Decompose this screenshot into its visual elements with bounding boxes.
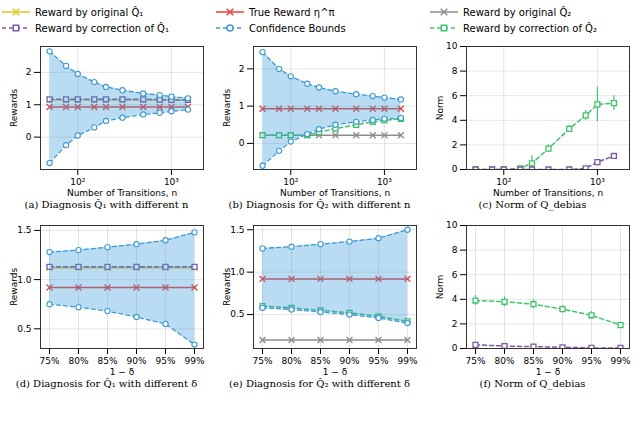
svg-text:90%: 90% xyxy=(339,356,359,366)
svg-text:0: 0 xyxy=(452,164,458,174)
svg-text:90%: 90% xyxy=(552,356,572,366)
svg-text:Norm: Norm xyxy=(435,275,445,300)
svg-text:1.0: 1.0 xyxy=(17,275,32,285)
svg-text:Number of Transitions, n: Number of Transitions, n xyxy=(67,188,177,198)
svg-text:Rewards: Rewards xyxy=(9,268,19,307)
svg-text:1.0: 1.0 xyxy=(230,267,245,277)
svg-text:10³: 10³ xyxy=(377,177,392,187)
svg-text:0.5: 0.5 xyxy=(230,309,244,319)
svg-text:1: 1 xyxy=(239,101,245,111)
svg-text:75%: 75% xyxy=(465,356,485,366)
svg-text:1: 1 xyxy=(26,100,32,110)
svg-text:6: 6 xyxy=(452,270,458,280)
html-text:(d) Diagnosis for Q̂₁ with dif: (d) Diagnosis for Q̂₁ with different δ xyxy=(15,378,198,389)
svg-text:0.5: 0.5 xyxy=(17,324,31,334)
svg-text:10²: 10² xyxy=(496,177,511,187)
svg-text:Rewards: Rewards xyxy=(222,268,232,307)
html-text:Reward by correction of Q̂₁: Reward by correction of Q̂₁ xyxy=(35,22,169,34)
svg-text:10: 10 xyxy=(446,41,458,51)
html-text:(b) Diagnosis for Q̂₂ with dif: (b) Diagnosis for Q̂₂ with different n xyxy=(228,199,411,210)
html-text:(f) Norm of Q_debias: (f) Norm of Q_debias xyxy=(479,378,586,389)
svg-text:95%: 95% xyxy=(581,356,601,366)
html-text:Confidence Bounds: Confidence Bounds xyxy=(249,22,346,34)
svg-text:85%: 85% xyxy=(310,356,330,366)
svg-text:8: 8 xyxy=(452,245,458,255)
svg-text:1 − δ: 1 − δ xyxy=(536,367,561,377)
svg-text:10: 10 xyxy=(446,220,458,230)
svg-text:4: 4 xyxy=(452,294,458,304)
svg-text:95%: 95% xyxy=(368,356,388,366)
html-text:Reward by original Q̂₁: Reward by original Q̂₁ xyxy=(35,6,144,18)
svg-text:99%: 99% xyxy=(397,356,417,366)
html-text:(e) Diagnosis for Q̂₂ with dif: (e) Diagnosis for Q̂₂ with different δ xyxy=(229,378,410,389)
svg-text:Number of Transitions, n: Number of Transitions, n xyxy=(493,188,603,198)
svg-text:75%: 75% xyxy=(252,356,272,366)
svg-text:99%: 99% xyxy=(610,356,630,366)
svg-text:1 − δ: 1 − δ xyxy=(110,367,135,377)
svg-text:2: 2 xyxy=(26,67,32,77)
svg-text:8: 8 xyxy=(452,66,458,76)
svg-text:0: 0 xyxy=(239,138,245,148)
svg-text:Number of Transitions, n: Number of Transitions, n xyxy=(280,188,390,198)
svg-text:85%: 85% xyxy=(97,356,117,366)
html-text:Reward by original Q̂₂: Reward by original Q̂₂ xyxy=(463,6,572,18)
svg-text:10²: 10² xyxy=(283,177,298,187)
svg-text:Norm: Norm xyxy=(435,96,445,121)
svg-text:Rewards: Rewards xyxy=(222,89,232,128)
svg-text:1 − δ: 1 − δ xyxy=(323,367,348,377)
html-text:(c) Norm of Q_debias: (c) Norm of Q_debias xyxy=(478,199,587,210)
svg-text:10³: 10³ xyxy=(590,177,605,187)
svg-text:95%: 95% xyxy=(155,356,175,366)
svg-text:10³: 10³ xyxy=(164,177,179,187)
html-text:Reward by correction of Q̂₂: Reward by correction of Q̂₂ xyxy=(463,22,597,34)
html-text:(a) Diagnosis Q̂₁ with differe: (a) Diagnosis Q̂₁ with different n xyxy=(24,199,189,210)
svg-text:80%: 80% xyxy=(68,356,88,366)
svg-text:10²: 10² xyxy=(70,177,85,187)
svg-text:0: 0 xyxy=(452,343,458,353)
svg-text:80%: 80% xyxy=(494,356,514,366)
svg-text:2: 2 xyxy=(239,64,245,74)
svg-text:4: 4 xyxy=(452,115,458,125)
svg-text:1.5: 1.5 xyxy=(17,225,31,235)
svg-text:Rewards: Rewards xyxy=(9,89,19,128)
svg-text:2: 2 xyxy=(452,319,458,329)
svg-text:85%: 85% xyxy=(523,356,543,366)
svg-text:2: 2 xyxy=(452,140,458,150)
svg-text:80%: 80% xyxy=(281,356,301,366)
svg-text:75%: 75% xyxy=(39,356,59,366)
html-text:True Reward η^π: True Reward η^π xyxy=(249,6,335,18)
svg-text:6: 6 xyxy=(452,91,458,101)
svg-text:99%: 99% xyxy=(184,356,204,366)
svg-text:0: 0 xyxy=(26,132,32,142)
svg-text:90%: 90% xyxy=(126,356,146,366)
svg-text:1.5: 1.5 xyxy=(230,225,244,235)
